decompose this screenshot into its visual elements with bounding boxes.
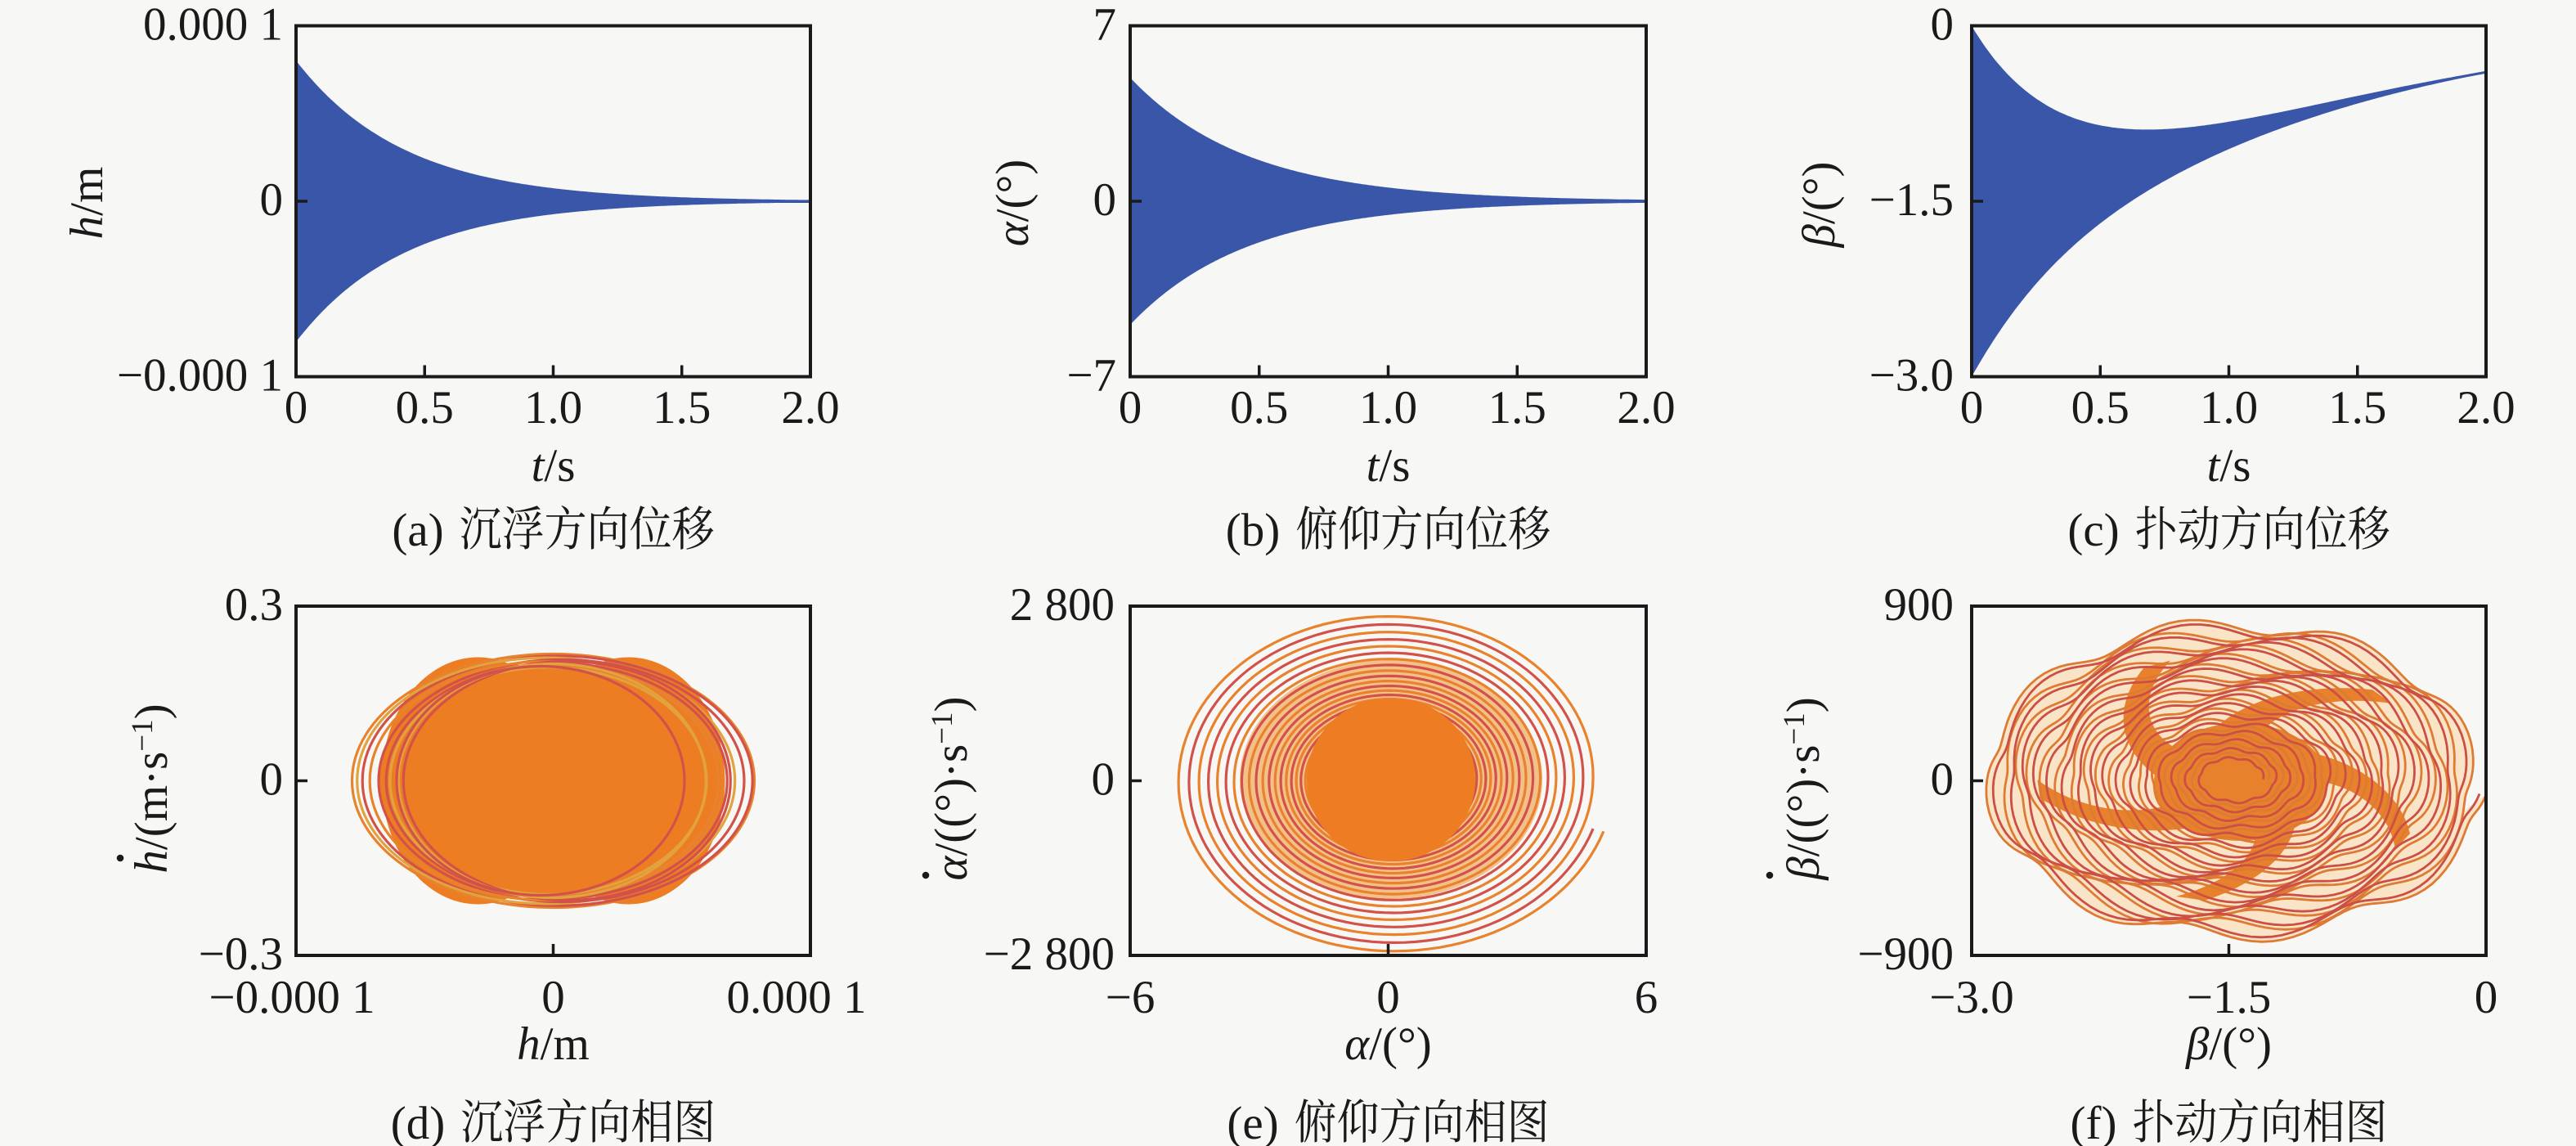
svg-text:t/s: t/s xyxy=(2207,440,2251,492)
svg-text:0: 0 xyxy=(1960,382,1984,434)
svg-text:h/m: h/m xyxy=(61,167,113,240)
svg-text:−1.5: −1.5 xyxy=(2187,972,2271,1023)
svg-text:0.5: 0.5 xyxy=(396,382,454,434)
svg-text:t/s: t/s xyxy=(532,440,576,492)
svg-text:1.0: 1.0 xyxy=(1359,382,1417,434)
svg-text:0: 0 xyxy=(260,174,284,226)
svg-text:β/(°): β/(°) xyxy=(2185,1018,2272,1070)
svg-text:0: 0 xyxy=(285,382,308,434)
svg-text:(d): (d) xyxy=(391,1098,445,1146)
svg-text:α/(°): α/(°) xyxy=(1344,1018,1432,1070)
svg-text:−6: −6 xyxy=(1106,972,1156,1023)
svg-text:(a): (a) xyxy=(392,505,443,556)
svg-text:0.000 1: 0.000 1 xyxy=(143,0,283,51)
svg-text:β/(°): β/(°) xyxy=(1793,162,1845,249)
svg-text:−0.3: −0.3 xyxy=(199,928,283,980)
svg-text:−2 800: −2 800 xyxy=(984,928,1115,980)
svg-text:−1.5: −1.5 xyxy=(1869,174,1954,226)
svg-text:0.5: 0.5 xyxy=(2071,382,2129,434)
svg-text:0: 0 xyxy=(1119,382,1142,434)
svg-text:t/s: t/s xyxy=(1367,440,1411,492)
svg-text:1.5: 1.5 xyxy=(2328,382,2386,434)
svg-text:1.5: 1.5 xyxy=(1488,382,1546,434)
svg-text:1.5: 1.5 xyxy=(653,382,711,434)
svg-text:0: 0 xyxy=(541,972,565,1023)
svg-text:1.0: 1.0 xyxy=(524,382,582,434)
svg-text:(e): (e) xyxy=(1227,1098,1278,1146)
svg-text:−0.000 1: −0.000 1 xyxy=(209,972,375,1023)
svg-text:2.0: 2.0 xyxy=(2457,382,2515,434)
svg-text:(c): (c) xyxy=(2067,505,2119,556)
svg-text:0: 0 xyxy=(1092,754,1115,806)
svg-text:2.0: 2.0 xyxy=(1617,382,1675,434)
svg-text:0: 0 xyxy=(1931,754,1954,806)
svg-text:0.3: 0.3 xyxy=(225,579,283,631)
svg-text:2.0: 2.0 xyxy=(781,382,839,434)
svg-text:0: 0 xyxy=(1376,972,1400,1023)
svg-text:α/(°): α/(°) xyxy=(987,160,1039,247)
svg-text:−0.000 1: −0.000 1 xyxy=(117,350,283,402)
svg-text:0.5: 0.5 xyxy=(1230,382,1288,434)
svg-text:0.000 1: 0.000 1 xyxy=(727,972,867,1023)
svg-text:α/((°)·s−1): α/((°)·s−1) xyxy=(926,696,977,880)
svg-text:2 800: 2 800 xyxy=(1010,579,1115,631)
svg-text:6: 6 xyxy=(1635,972,1658,1023)
svg-text:0: 0 xyxy=(260,754,284,806)
svg-text:0: 0 xyxy=(1093,174,1117,226)
svg-text:β/((°)·s−1): β/((°)·s−1) xyxy=(1778,697,1829,881)
svg-text:−3.0: −3.0 xyxy=(1869,350,1954,402)
svg-text:7: 7 xyxy=(1093,0,1117,51)
svg-text:1.0: 1.0 xyxy=(2200,382,2258,434)
svg-text:h/m: h/m xyxy=(517,1018,590,1070)
svg-text:900: 900 xyxy=(1884,579,1954,631)
svg-text:(f): (f) xyxy=(2071,1098,2117,1146)
svg-text:−3.0: −3.0 xyxy=(1929,972,2013,1023)
svg-text:0: 0 xyxy=(2475,972,2498,1023)
svg-text:−7: −7 xyxy=(1066,350,1116,402)
svg-text:(b): (b) xyxy=(1226,505,1280,556)
svg-text:0: 0 xyxy=(1931,0,1954,51)
svg-text:−900: −900 xyxy=(1857,928,1954,980)
